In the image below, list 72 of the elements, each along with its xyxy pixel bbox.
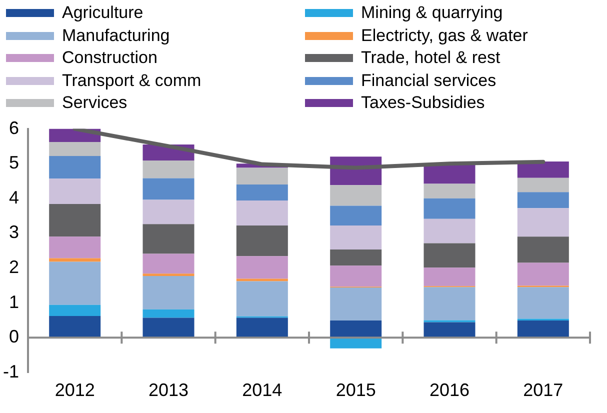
x-tick-label: 2013 — [148, 380, 189, 400]
bar — [142, 160, 194, 178]
legend-label: Services — [62, 92, 128, 114]
bar — [517, 286, 569, 318]
bar — [49, 236, 101, 258]
bar — [49, 261, 101, 304]
legend-label: Taxes-Subsidies — [361, 92, 485, 114]
bar — [142, 224, 194, 254]
bar — [424, 286, 476, 320]
bar — [142, 178, 194, 200]
bar — [330, 337, 382, 348]
bar — [517, 236, 569, 262]
x-tick-label: 2012 — [54, 380, 95, 400]
x-tick-label: 2016 — [429, 380, 470, 400]
y-tick-label: 6 — [8, 117, 20, 138]
bar — [517, 262, 569, 286]
bar — [236, 256, 288, 278]
bar — [330, 225, 382, 250]
bar — [142, 276, 194, 309]
legend-label: Financial services — [361, 70, 496, 92]
legend-label: Agriculture — [62, 2, 144, 24]
y-tick-label: 1 — [8, 291, 20, 312]
bar — [424, 242, 476, 268]
x-tick-label: 2014 — [242, 380, 282, 400]
bar — [142, 317, 194, 338]
y-tick-label: -1 — [2, 360, 20, 381]
bar — [517, 208, 569, 236]
bar — [424, 267, 476, 286]
bar — [517, 177, 569, 192]
bar — [330, 184, 382, 206]
bar — [424, 183, 476, 198]
bar — [49, 155, 101, 178]
bar — [142, 253, 194, 274]
legend-label: Manufacturing — [62, 24, 170, 46]
bar — [424, 218, 476, 243]
bar — [424, 322, 476, 338]
bar — [330, 265, 382, 286]
y-tick-label: 4 — [8, 186, 20, 207]
bar — [517, 320, 569, 338]
x-tick-label: 2015 — [336, 380, 376, 400]
bar — [49, 142, 101, 156]
legend-label: Mining & quarrying — [361, 2, 503, 24]
bar — [517, 161, 569, 178]
bar — [142, 273, 194, 276]
legend-label: Trade, hotel & rest — [361, 47, 500, 69]
legend-label: Electricty, gas & water — [361, 24, 528, 46]
legend-label: Construction — [62, 47, 158, 69]
bar — [236, 280, 288, 316]
y-tick-label: 0 — [8, 326, 20, 346]
bar — [517, 192, 569, 208]
bar — [330, 205, 382, 226]
y-tick-label: 3 — [8, 222, 20, 242]
x-tick-label: 2017 — [523, 380, 564, 400]
bar — [49, 304, 101, 316]
bar — [236, 200, 288, 226]
bar — [142, 308, 194, 318]
bar — [236, 225, 288, 256]
bar — [330, 249, 382, 266]
bar — [330, 320, 382, 338]
bar — [236, 317, 288, 338]
bar — [424, 198, 476, 218]
bar — [424, 164, 476, 184]
bar — [330, 286, 382, 320]
bar — [142, 199, 194, 224]
bar — [236, 184, 288, 200]
bar — [49, 203, 101, 236]
y-tick-label: 5 — [8, 152, 20, 172]
bar — [49, 178, 101, 204]
y-tick-label: 2 — [8, 256, 20, 276]
bar — [49, 316, 101, 338]
bar — [236, 167, 288, 184]
legend-label: Transport & comm — [62, 70, 202, 92]
